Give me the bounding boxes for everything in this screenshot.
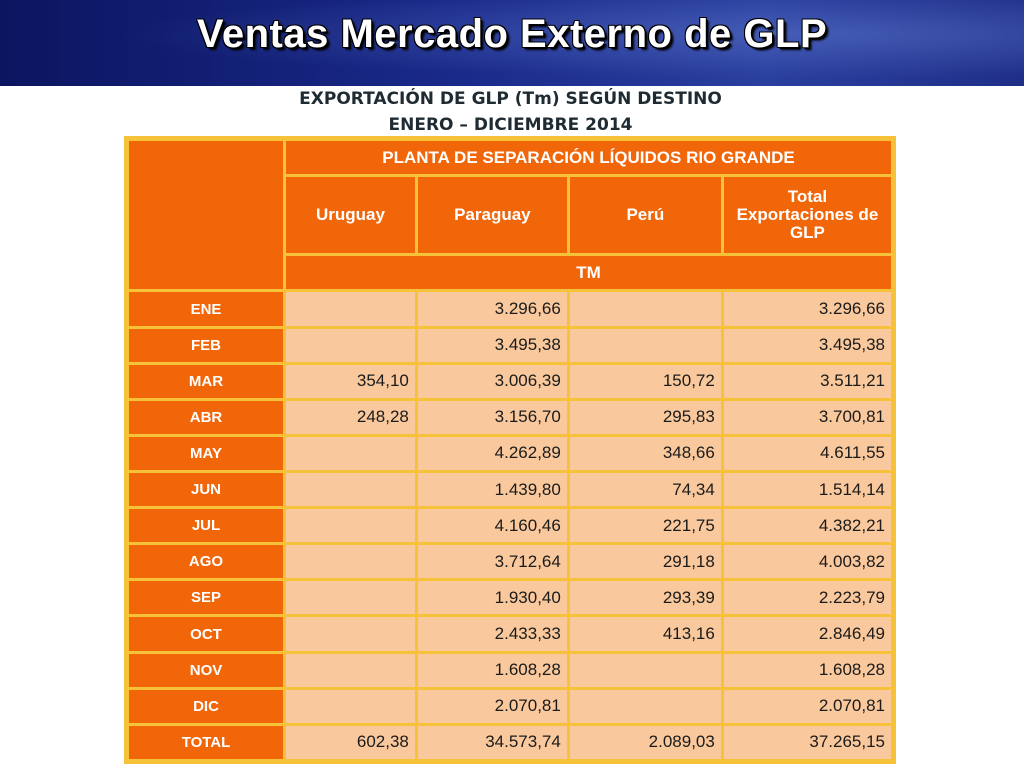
cell-peru: 291,18: [569, 545, 721, 579]
cell-uruguay: 354,10: [286, 364, 415, 398]
cell-total: 4.003,82: [723, 545, 891, 579]
cell-peru: [569, 292, 721, 326]
row-label-month: JUN: [129, 473, 284, 507]
slide-title: Ventas Mercado Externo de GLP: [196, 12, 828, 56]
cell-uruguay: [286, 689, 415, 723]
cell-uruguay: [286, 328, 415, 362]
cell-uruguay: 248,28: [286, 400, 415, 434]
cell-uruguay: [286, 473, 415, 507]
export-table: PLANTA DE SEPARACIÓN LÍQUIDOS RIO GRANDE…: [126, 138, 894, 762]
column-header-peru: Perú: [569, 177, 721, 254]
cell-paraguay: 3.495,38: [417, 328, 567, 362]
table-row: MAR 354,10 3.006,39 150,72 3.511,21: [129, 364, 891, 398]
cell-total: 2.846,49: [723, 617, 891, 651]
row-label-month: NOV: [129, 653, 284, 687]
cell-peru: 295,83: [569, 400, 721, 434]
cell-peru: 293,39: [569, 581, 721, 615]
cell-uruguay: [286, 617, 415, 651]
table-row: ABR 248,28 3.156,70 295,83 3.700,81: [129, 400, 891, 434]
cell-total: 3.511,21: [723, 364, 891, 398]
cell-peru: 150,72: [569, 364, 721, 398]
cell-paraguay: 2.433,33: [417, 617, 567, 651]
table-row: MAY 4.262,89 348,66 4.611,55: [129, 436, 891, 471]
header-corner-cell: [129, 141, 284, 290]
column-header-paraguay: Paraguay: [417, 177, 567, 254]
row-label-month: JUL: [129, 509, 284, 543]
cell-total: 2.070,81: [723, 689, 891, 723]
row-label-month: FEB: [129, 328, 284, 362]
row-label-month: OCT: [129, 617, 284, 651]
table-row: JUL 4.160,46 221,75 4.382,21: [129, 509, 891, 543]
row-label-month: MAR: [129, 364, 284, 398]
cell-uruguay: [286, 653, 415, 687]
cell-uruguay: [286, 545, 415, 579]
cell-total: 1.514,14: [723, 473, 891, 507]
table-caption-line2: ENERO – DICIEMBRE 2014: [388, 115, 633, 135]
row-label-month: DIC: [129, 689, 284, 723]
cell-paraguay: 2.070,81: [417, 689, 567, 723]
cell-paraguay: 4.262,89: [417, 436, 567, 471]
cell-total: 37.265,15: [723, 725, 891, 759]
row-label-month: MAY: [129, 436, 284, 471]
table-row: AGO 3.712,64 291,18 4.003,82: [129, 545, 891, 579]
table-row: SEP 1.930,40 293,39 2.223,79: [129, 581, 891, 615]
cell-paraguay: 4.160,46: [417, 509, 567, 543]
cell-paraguay: 34.573,74: [417, 725, 567, 759]
export-table-frame: PLANTA DE SEPARACIÓN LÍQUIDOS RIO GRANDE…: [124, 136, 896, 764]
cell-uruguay: [286, 581, 415, 615]
group-header: PLANTA DE SEPARACIÓN LÍQUIDOS RIO GRANDE: [286, 141, 891, 175]
cell-uruguay: 602,38: [286, 725, 415, 759]
table-row: TOTAL 602,38 34.573,74 2.089,03 37.265,15: [129, 725, 891, 759]
cell-total: 4.611,55: [723, 436, 891, 471]
table-row: ENE 3.296,66 3.296,66: [129, 292, 891, 326]
cell-paraguay: 3.712,64: [417, 545, 567, 579]
cell-paraguay: 3.296,66: [417, 292, 567, 326]
cell-peru: 221,75: [569, 509, 721, 543]
table-row: DIC 2.070,81 2.070,81: [129, 689, 891, 723]
cell-peru: 74,34: [569, 473, 721, 507]
cell-total: 1.608,28: [723, 653, 891, 687]
table-caption-line1: EXPORTACIÓN DE GLP (Tm) SEGÚN DESTINO: [299, 89, 722, 109]
cell-peru: 348,66: [569, 436, 721, 471]
cell-peru: 2.089,03: [569, 725, 721, 759]
cell-peru: [569, 328, 721, 362]
row-label-month: ENE: [129, 292, 284, 326]
cell-uruguay: [286, 509, 415, 543]
table-row: OCT 2.433,33 413,16 2.846,49: [129, 617, 891, 651]
table-row: FEB 3.495,38 3.495,38: [129, 328, 891, 362]
cell-peru: [569, 689, 721, 723]
title-bar: Ventas Mercado Externo de GLP: [0, 0, 1024, 86]
unit-header: TM: [286, 256, 891, 290]
cell-uruguay: [286, 292, 415, 326]
cell-total: 3.495,38: [723, 328, 891, 362]
cell-total: 3.700,81: [723, 400, 891, 434]
row-label-month: ABR: [129, 400, 284, 434]
cell-paraguay: 1.608,28: [417, 653, 567, 687]
row-label-month: TOTAL: [129, 725, 284, 759]
cell-total: 2.223,79: [723, 581, 891, 615]
cell-paraguay: 3.006,39: [417, 364, 567, 398]
cell-peru: [569, 653, 721, 687]
cell-uruguay: [286, 436, 415, 471]
cell-paraguay: 1.439,80: [417, 473, 567, 507]
row-label-month: AGO: [129, 545, 284, 579]
cell-paraguay: 1.930,40: [417, 581, 567, 615]
cell-paraguay: 3.156,70: [417, 400, 567, 434]
column-header-total: Total Exportaciones de GLP: [723, 177, 891, 254]
cell-total: 3.296,66: [723, 292, 891, 326]
row-label-month: SEP: [129, 581, 284, 615]
table-row: NOV 1.608,28 1.608,28: [129, 653, 891, 687]
table-row: JUN 1.439,80 74,34 1.514,14: [129, 473, 891, 507]
cell-peru: 413,16: [569, 617, 721, 651]
cell-total: 4.382,21: [723, 509, 891, 543]
column-header-uruguay: Uruguay: [286, 177, 415, 254]
